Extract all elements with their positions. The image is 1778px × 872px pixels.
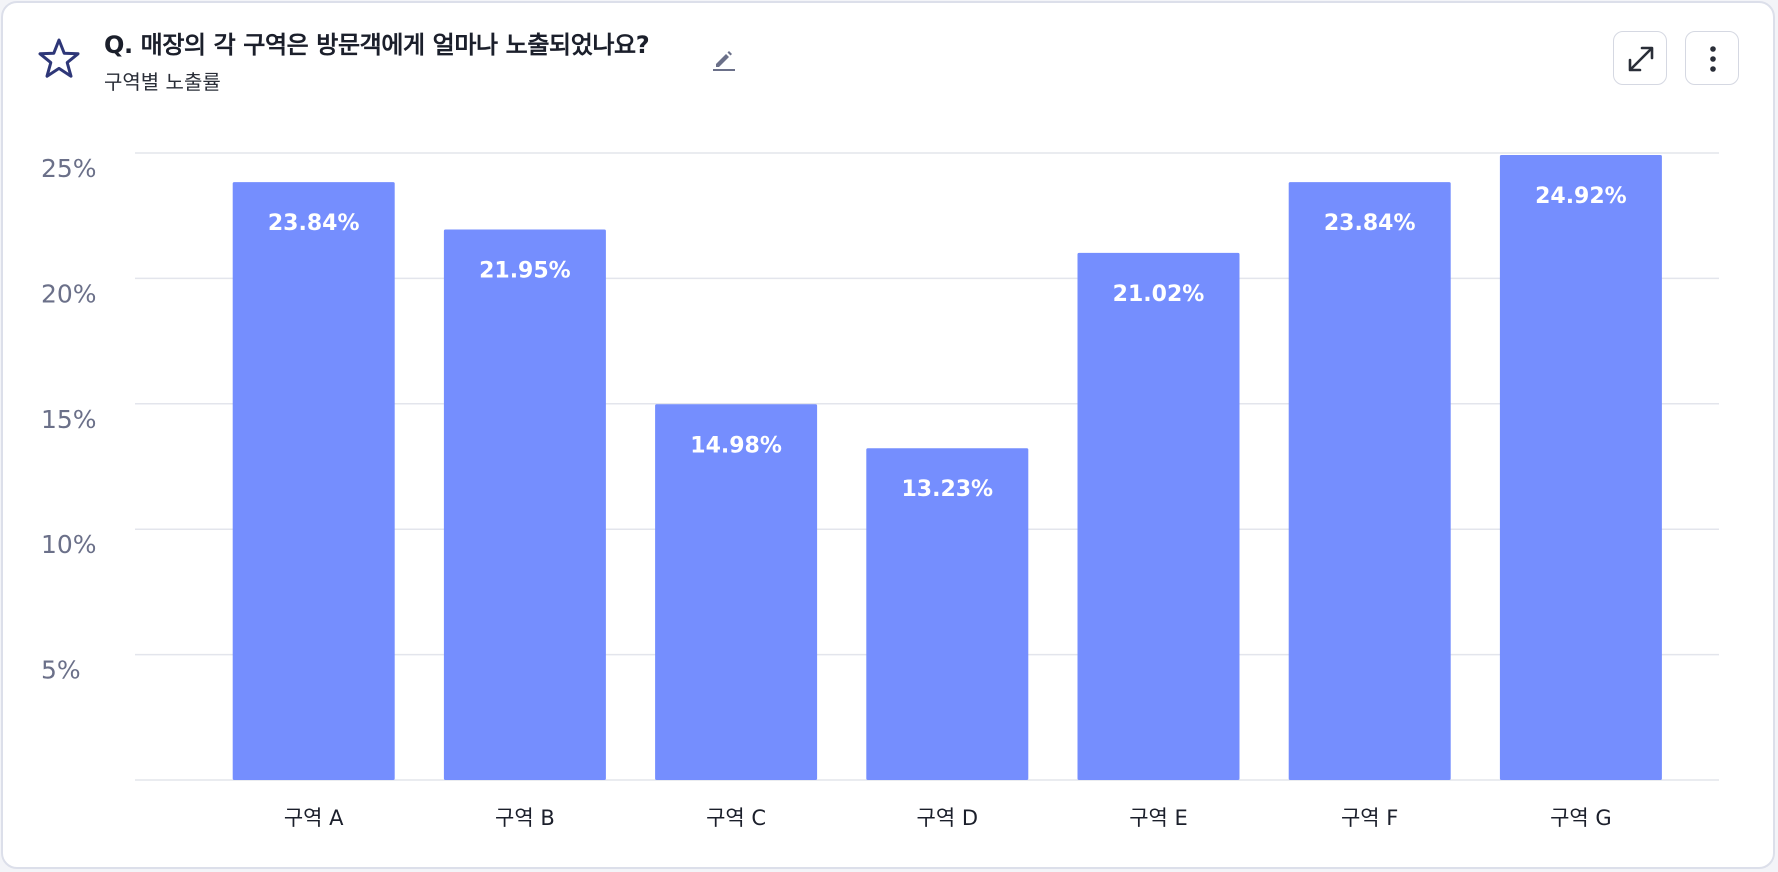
bar[interactable] <box>1077 252 1240 780</box>
bar[interactable] <box>655 404 818 780</box>
bar-value-label: 21.95% <box>479 258 571 283</box>
x-tick-label: 구역 E <box>1129 806 1188 830</box>
y-tick-label: 5% <box>41 656 81 685</box>
y-tick-label: 20% <box>41 279 97 308</box>
bar-value-label: 14.98% <box>690 433 782 458</box>
more-options-button[interactable] <box>1685 31 1739 85</box>
bar[interactable] <box>1499 155 1662 780</box>
x-tick-label: 구역 B <box>495 806 555 830</box>
expand-icon <box>1628 46 1654 72</box>
expand-button[interactable] <box>1613 31 1667 85</box>
x-tick-label: 구역 D <box>917 806 979 830</box>
star-icon[interactable] <box>36 36 82 82</box>
bar-value-label: 13.23% <box>901 477 993 502</box>
x-tick-label: 구역 F <box>1341 806 1398 830</box>
bar-value-label: 21.02% <box>1113 282 1205 307</box>
x-tick-label: 구역 G <box>1550 806 1612 830</box>
pencil-icon[interactable] <box>711 46 737 72</box>
bar-value-label: 23.84% <box>268 211 360 236</box>
y-tick-label: 15% <box>41 405 97 434</box>
bar[interactable] <box>866 448 1029 780</box>
bar-chart: 5% 10% 15% 20% 25% 23.84% 구역 A 21.95% 구역 B 14.98%… <box>41 152 1719 830</box>
x-tick-label: 구역 A <box>284 806 344 830</box>
y-tick-label: 10% <box>41 530 97 559</box>
bar[interactable] <box>232 182 395 781</box>
more-vertical-icon <box>1710 46 1716 72</box>
chart-subtitle: 구역별 노출률 <box>104 70 221 94</box>
bar-value-label: 23.84% <box>1324 211 1416 236</box>
x-tick-label: 구역 C <box>706 806 766 830</box>
bar[interactable] <box>443 229 606 780</box>
chart-title: Q. 매장의 각 구역은 방문객에게 얼마나 노출되었나요? <box>104 31 650 59</box>
bar[interactable] <box>1288 182 1451 781</box>
y-tick-label: 25% <box>41 154 97 183</box>
bar-value-label: 24.92% <box>1535 184 1627 209</box>
